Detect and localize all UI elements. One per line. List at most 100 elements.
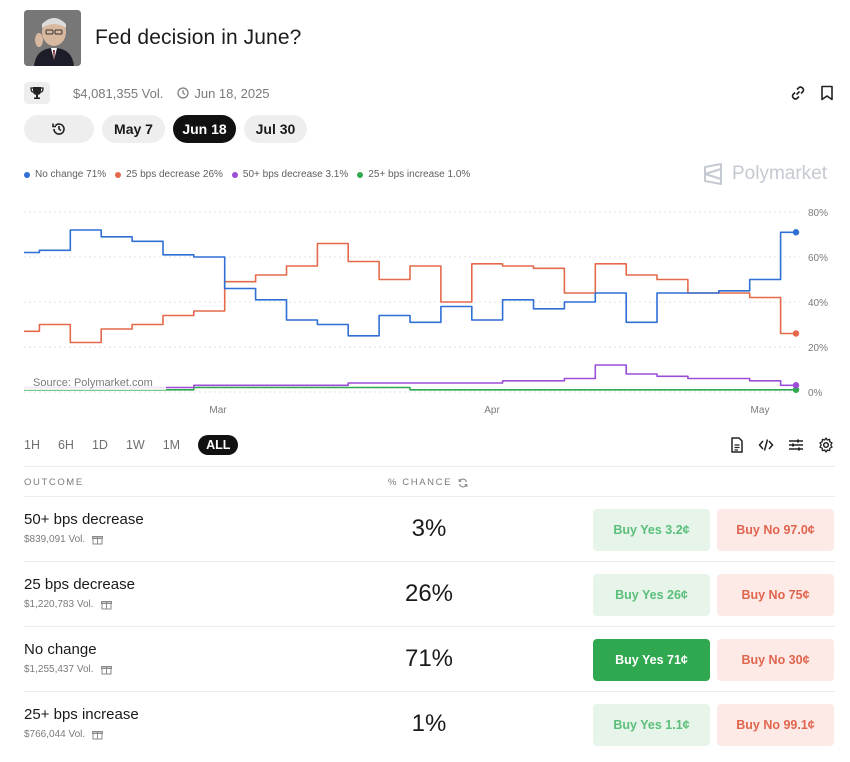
brand-name: Polymarket <box>732 163 828 184</box>
buy-yes-button[interactable]: Buy Yes 1.1¢ <box>593 704 710 746</box>
series-line-25-bps-decrease <box>24 242 796 344</box>
legend-dot <box>231 171 238 178</box>
tab-may-7[interactable]: May 7 <box>102 115 165 143</box>
code-icon[interactable] <box>758 438 774 452</box>
table-row[interactable]: 25 bps decrease $1,220,783 Vol. 26% Buy … <box>24 561 835 626</box>
outcome-volume: $766,044 Vol. <box>24 729 104 740</box>
date-tabs: May 7 Jun 18 Jul 30 <box>24 115 315 143</box>
outcome-name: No change <box>24 641 97 658</box>
gift-icon <box>100 601 112 610</box>
series-endpoint <box>792 330 800 337</box>
outcome-volume: $839,091 Vol. <box>24 534 104 545</box>
legend-label: 25+ bps increase 1.0% <box>368 169 471 180</box>
x-axis: Mar Apr May <box>209 405 769 416</box>
outcome-chance: 71% <box>404 645 454 672</box>
range-1h[interactable]: 1H <box>24 438 40 452</box>
buy-no-button[interactable]: Buy No 99.1¢ <box>717 704 834 746</box>
y-tick-label: 0% <box>808 388 823 399</box>
gear-icon[interactable] <box>818 437 834 453</box>
market-header: Fed decision in June? <box>24 10 301 66</box>
outcome-name: 25 bps decrease <box>24 576 135 593</box>
y-axis: 80% 60% 40% 20% 0% <box>808 208 828 399</box>
history-icon <box>52 123 65 135</box>
x-tick-label: May <box>751 405 770 416</box>
legend-dot <box>24 171 30 178</box>
buy-yes-button[interactable]: Buy Yes 71¢ <box>593 639 710 681</box>
column-chance-label: % CHANCE <box>388 477 453 488</box>
legend-dot <box>357 171 364 178</box>
trophy-icon[interactable] <box>24 82 50 104</box>
document-icon[interactable] <box>730 437 744 453</box>
refresh-icon[interactable] <box>458 478 468 488</box>
market-avatar <box>24 10 81 66</box>
gift-icon <box>92 731 104 740</box>
market-volume: $4,081,355 Vol. <box>73 85 164 101</box>
table-row[interactable]: No change $1,255,437 Vol. 71% Buy Yes 71… <box>24 626 835 691</box>
series-line-no-change <box>24 229 796 337</box>
chart-lines <box>24 229 800 393</box>
gift-icon <box>100 666 112 675</box>
series-endpoint <box>792 229 800 236</box>
link-icon[interactable] <box>790 85 806 101</box>
buy-no-button[interactable]: Buy No 97.0¢ <box>717 509 834 551</box>
outcome-volume-label: $1,255,437 Vol. <box>24 664 94 675</box>
outcome-volume-label: $1,220,783 Vol. <box>24 599 94 610</box>
column-outcome: OUTCOME <box>24 477 84 488</box>
legend-item: 50+ bps decrease 3.1% <box>231 169 349 180</box>
x-tick-label: Mar <box>209 405 227 416</box>
range-selector: 1H 6H 1D 1W 1M ALL <box>24 434 834 456</box>
outcomes-table-header: OUTCOME % CHANCE <box>24 466 835 496</box>
x-tick-label: Apr <box>484 405 500 416</box>
clock-icon <box>177 87 189 99</box>
series-endpoint <box>792 382 800 389</box>
history-button[interactable] <box>24 115 94 143</box>
legend-item: No change 71% <box>24 169 106 180</box>
polymarket-logo: Polymarket <box>702 163 827 185</box>
table-row[interactable]: 25+ bps increase $766,044 Vol. 1% Buy Ye… <box>24 691 835 756</box>
buy-yes-button[interactable]: Buy Yes 3.2¢ <box>593 509 710 551</box>
sliders-icon[interactable] <box>788 438 804 452</box>
y-tick-label: 40% <box>808 298 828 309</box>
range-1w[interactable]: 1W <box>125 438 145 452</box>
source-label: Source: Polymarket.com <box>33 377 153 389</box>
legend-label: 50+ bps decrease 3.1% <box>242 169 349 180</box>
gift-icon <box>92 536 104 545</box>
polymarket-icon <box>704 163 722 185</box>
market-title: Fed decision in June? <box>95 26 302 49</box>
outcome-volume: $1,255,437 Vol. <box>24 664 112 675</box>
range-1d[interactable]: 1D <box>91 438 108 452</box>
outcomes-table: 50+ bps decrease $839,091 Vol. 3% Buy Ye… <box>24 496 835 756</box>
legend-item: 25 bps decrease 26% <box>115 169 223 180</box>
y-tick-label: 80% <box>808 208 828 219</box>
buy-no-button[interactable]: Buy No 75¢ <box>717 574 834 616</box>
outcome-chance: 1% <box>411 710 447 737</box>
series-line-50-bps-decrease <box>24 364 796 389</box>
chart-grid <box>24 211 800 393</box>
range-all[interactable]: ALL <box>198 435 239 455</box>
outcome-chance: 26% <box>404 580 454 607</box>
outcome-name: 25+ bps increase <box>24 706 139 723</box>
buy-yes-button[interactable]: Buy Yes 26¢ <box>593 574 710 616</box>
outcome-volume-label: $839,091 Vol. <box>24 534 86 545</box>
price-chart[interactable]: 80% 60% 40% 20% 0% Mar Apr May Source: Polymar… <box>0 195 850 421</box>
range-6h[interactable]: 6H <box>57 438 74 452</box>
legend-item: 25+ bps increase 1.0% <box>357 169 470 180</box>
legend-dot <box>115 171 122 178</box>
outcome-volume: $1,220,783 Vol. <box>24 599 112 610</box>
legend-label: No change 71% <box>35 169 107 180</box>
outcome-chance: 3% <box>411 515 447 542</box>
y-tick-label: 60% <box>808 253 828 264</box>
market-meta: $4,081,355 Vol. Jun 18, 2025 <box>24 82 834 104</box>
column-chance: % CHANCE <box>388 477 468 488</box>
chart-legend: No change 71% 25 bps decrease 26% 50+ bp… <box>24 169 479 180</box>
buy-no-button[interactable]: Buy No 30¢ <box>717 639 834 681</box>
bookmark-icon[interactable] <box>820 85 834 101</box>
table-row[interactable]: 50+ bps decrease $839,091 Vol. 3% Buy Ye… <box>24 496 835 561</box>
tab-jun-18[interactable]: Jun 18 <box>173 115 236 143</box>
legend-label: 25 bps decrease 26% <box>126 169 223 180</box>
market-end-date: Jun 18, 2025 <box>177 85 270 101</box>
market-date-label: Jun 18, 2025 <box>194 85 270 101</box>
range-1m[interactable]: 1M <box>162 438 181 452</box>
tab-jul-30[interactable]: Jul 30 <box>244 115 307 143</box>
outcome-volume-label: $766,044 Vol. <box>24 729 86 740</box>
